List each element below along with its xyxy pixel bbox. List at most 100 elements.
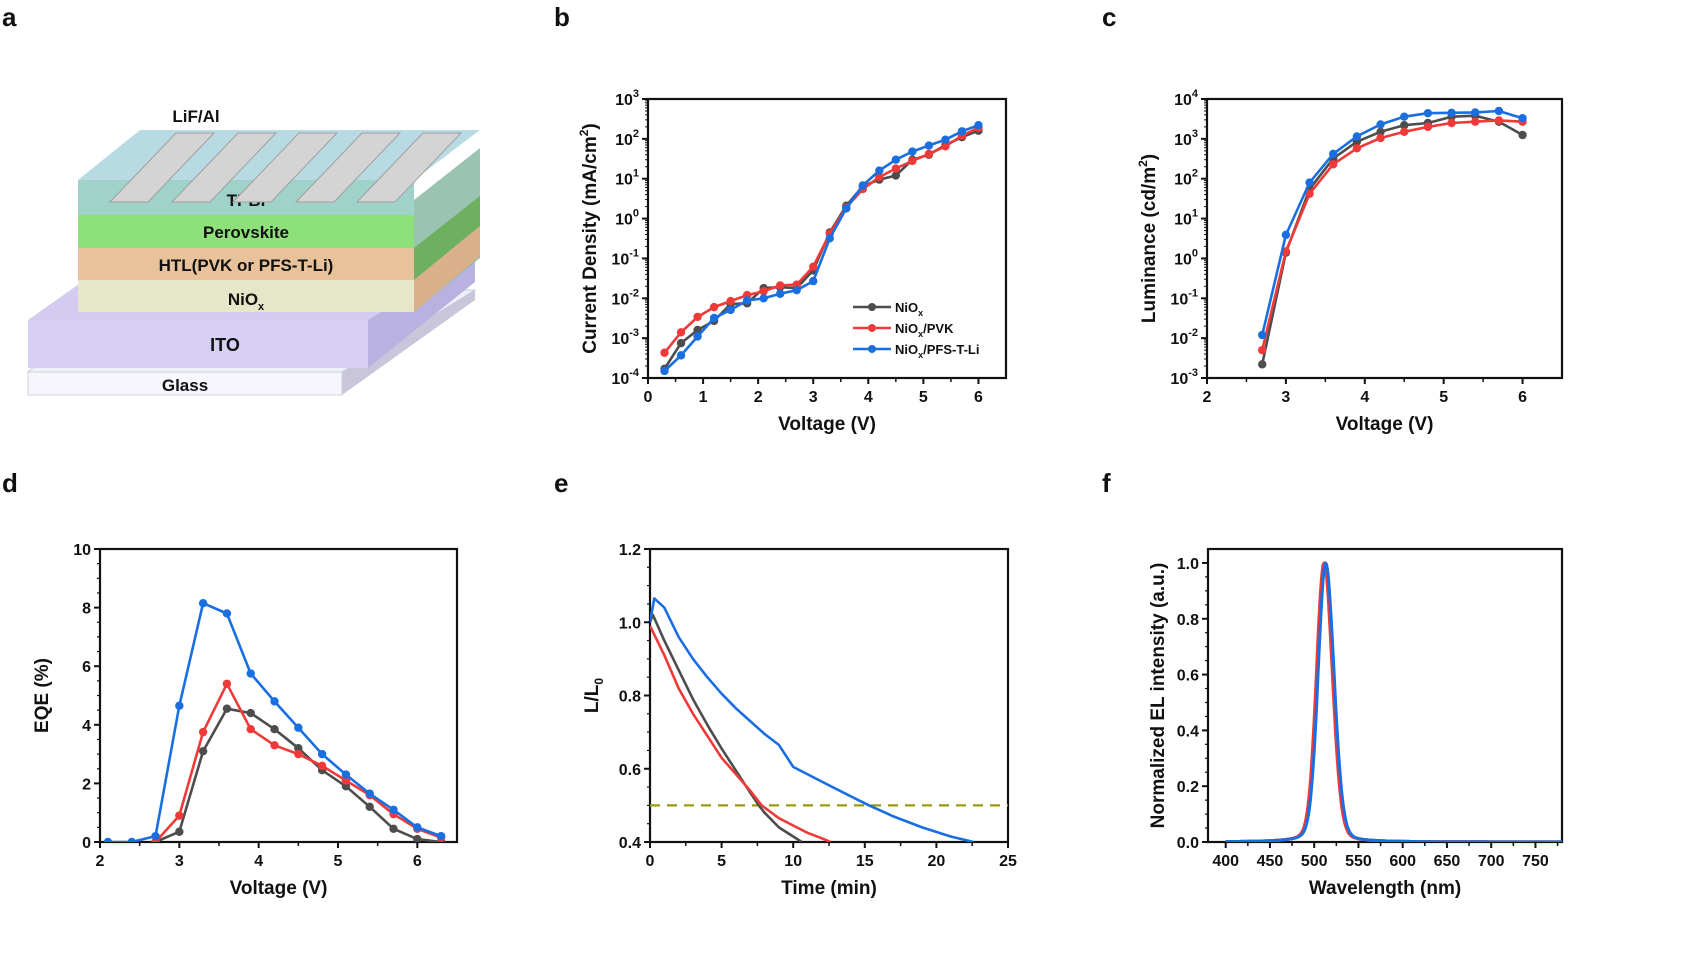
series-line	[1225, 561, 1562, 842]
data-point	[809, 262, 818, 271]
data-point	[1258, 345, 1267, 355]
series-niox-pfs-t-li	[650, 597, 974, 842]
panel-letter-b: b	[554, 2, 570, 32]
series-niox-pvk	[1258, 116, 1527, 355]
y-tick-label: 1.0	[1177, 556, 1199, 573]
y-tick-exponent: 4	[1192, 88, 1199, 100]
data-point	[1400, 127, 1409, 137]
x-axis-label: Voltage (V)	[1336, 414, 1434, 435]
data-point	[875, 172, 884, 182]
y-tick-label: 103	[1174, 128, 1198, 149]
panel-letter-a: a	[2, 2, 17, 32]
y-tick-label: 103	[615, 88, 639, 109]
x-tick-label: 4	[254, 853, 263, 870]
series-niox	[1258, 111, 1527, 369]
series-niox-pfs-t-li	[1225, 561, 1562, 842]
y-tick-label: 10-1	[611, 247, 639, 268]
data-point	[1423, 122, 1433, 132]
data-point	[891, 171, 901, 180]
data-point	[693, 332, 702, 341]
panel-letter-e: e	[554, 468, 569, 498]
ito-label: ITO	[210, 335, 240, 355]
perovskite-layer: Perovskite	[78, 215, 414, 248]
x-tick-label: 600	[1389, 853, 1416, 870]
x-tick-label: 5	[717, 853, 726, 870]
data-point	[842, 204, 851, 213]
x-tick-label: 750	[1522, 853, 1549, 870]
y-tick-exponent: 1	[1192, 208, 1198, 220]
data-point	[1471, 117, 1480, 126]
y-tick-label: 10-2	[611, 287, 639, 308]
data-point	[1494, 106, 1504, 116]
y-axis-label-tail: )	[580, 123, 601, 129]
data-point	[941, 135, 950, 144]
data-point	[1518, 130, 1527, 140]
data-point	[693, 312, 702, 322]
x-tick-label: 4	[1360, 389, 1369, 406]
legend-subscript: x	[918, 329, 923, 339]
data-point	[676, 328, 686, 337]
x-tick-label: 6	[413, 853, 422, 870]
y-tick-label: 0.4	[1177, 723, 1199, 740]
legend-marker	[868, 345, 876, 353]
electrode-label: LiF/Al	[172, 107, 219, 126]
series-line	[650, 597, 974, 842]
data-point	[759, 287, 768, 296]
data-point	[1258, 360, 1267, 369]
data-point	[1352, 132, 1362, 141]
data-point	[222, 704, 232, 713]
data-point	[198, 727, 208, 737]
legend-label: NiOx	[895, 300, 923, 318]
series-niox	[650, 613, 803, 842]
series-niox-pfs-t-li	[660, 121, 983, 376]
y-axis-superscript: 2	[1136, 160, 1150, 167]
chart-b: 0 1 2 3 4 5 610-410-310-210-1100101102103Volta…	[577, 88, 1008, 435]
y-tick-exponent: 3	[1192, 128, 1198, 140]
panel-letter-c: c	[1102, 2, 1117, 32]
data-point	[1329, 160, 1338, 169]
data-point	[1423, 109, 1433, 118]
data-point	[825, 234, 834, 243]
x-axis-label: Time (min)	[781, 878, 877, 899]
data-point	[222, 679, 232, 688]
y-tick-exponent: 2	[633, 128, 639, 140]
y-tick-label: 1.2	[619, 542, 641, 559]
data-point	[809, 276, 818, 286]
data-point	[198, 599, 208, 608]
x-tick-label: 700	[1478, 853, 1505, 870]
data-point	[676, 338, 686, 348]
y-tick-exponent: 2	[1192, 168, 1198, 180]
legend-suffix: /PFS-T-Li	[923, 342, 979, 357]
y-tick-label: 101	[615, 168, 639, 189]
y-tick-exponent: -3	[629, 327, 639, 339]
data-point	[1305, 189, 1314, 198]
y-tick-label: 100	[1174, 247, 1198, 268]
x-tick-label: 2	[754, 389, 763, 406]
series-line	[650, 613, 803, 842]
data-point	[1281, 230, 1291, 240]
y-tick-label: 100	[615, 208, 639, 229]
panel-letter-d: d	[2, 468, 18, 498]
y-axis-label-tail: )	[1139, 154, 1160, 160]
plot-frame	[1205, 97, 1564, 380]
x-tick-label: 6	[974, 389, 983, 406]
perovskite-label: Perovskite	[203, 223, 289, 242]
data-point	[294, 744, 303, 753]
y-tick-exponent: -1	[629, 247, 639, 259]
y-axis-label: Normalized EL intensity (a.u.)	[1148, 563, 1169, 829]
data-point	[775, 281, 785, 290]
data-point	[175, 701, 184, 710]
y-axis-subscript: 0	[592, 678, 606, 685]
series-niox	[1225, 561, 1562, 842]
y-tick-label: 0.2	[1177, 779, 1199, 796]
series-line	[1260, 109, 1523, 336]
data-point	[294, 723, 303, 732]
x-tick-label: 2	[96, 853, 105, 870]
data-point	[198, 746, 208, 756]
series-niox-pvk	[650, 625, 831, 842]
data-point	[1329, 149, 1338, 159]
htl-label: HTL(PVK or PFS-T-Li)	[159, 256, 334, 275]
y-axis-superscript: 2	[577, 129, 591, 136]
data-point	[709, 313, 719, 323]
